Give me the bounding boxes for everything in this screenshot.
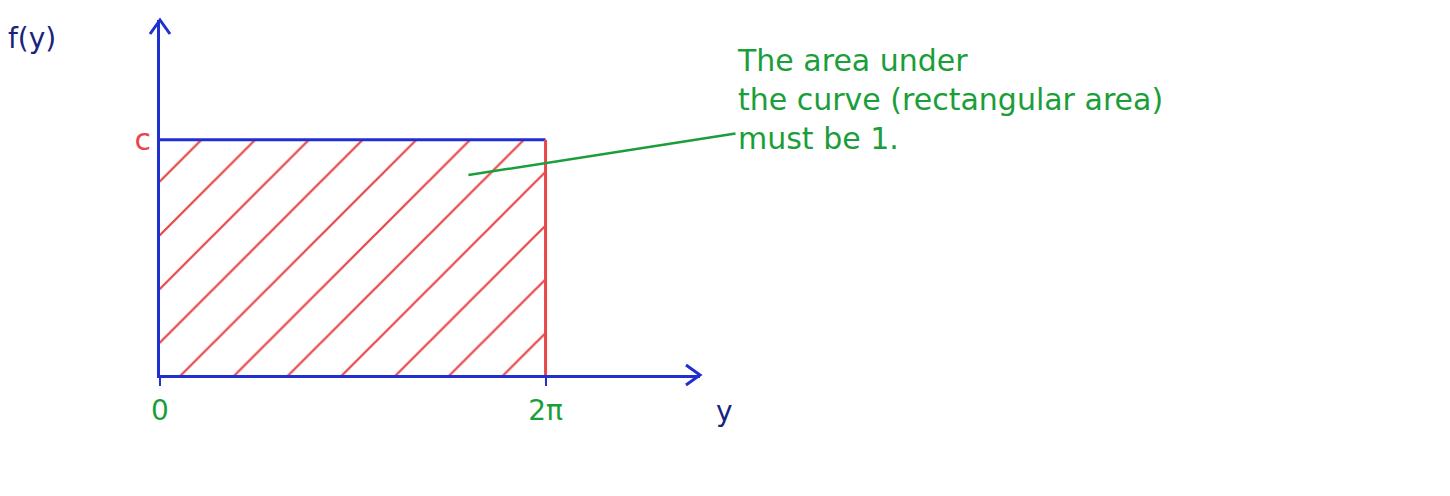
svg-text:2π: 2π: [528, 394, 563, 427]
svg-text:The area underthe curve (recta: The area underthe curve (rectangular are…: [737, 43, 1163, 156]
svg-text:c: c: [135, 122, 152, 157]
svg-text:y: y: [716, 395, 733, 428]
svg-text:0: 0: [151, 394, 169, 427]
svg-text:f(y): f(y): [8, 22, 56, 55]
